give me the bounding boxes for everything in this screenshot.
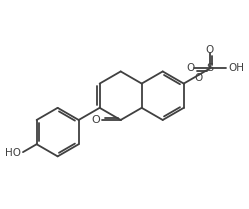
Text: OH: OH xyxy=(228,63,244,73)
Text: O: O xyxy=(187,63,195,73)
Text: O: O xyxy=(194,74,202,83)
Text: O: O xyxy=(206,45,214,55)
Text: HO: HO xyxy=(5,148,21,158)
Text: O: O xyxy=(91,115,100,125)
Text: S: S xyxy=(206,63,214,73)
